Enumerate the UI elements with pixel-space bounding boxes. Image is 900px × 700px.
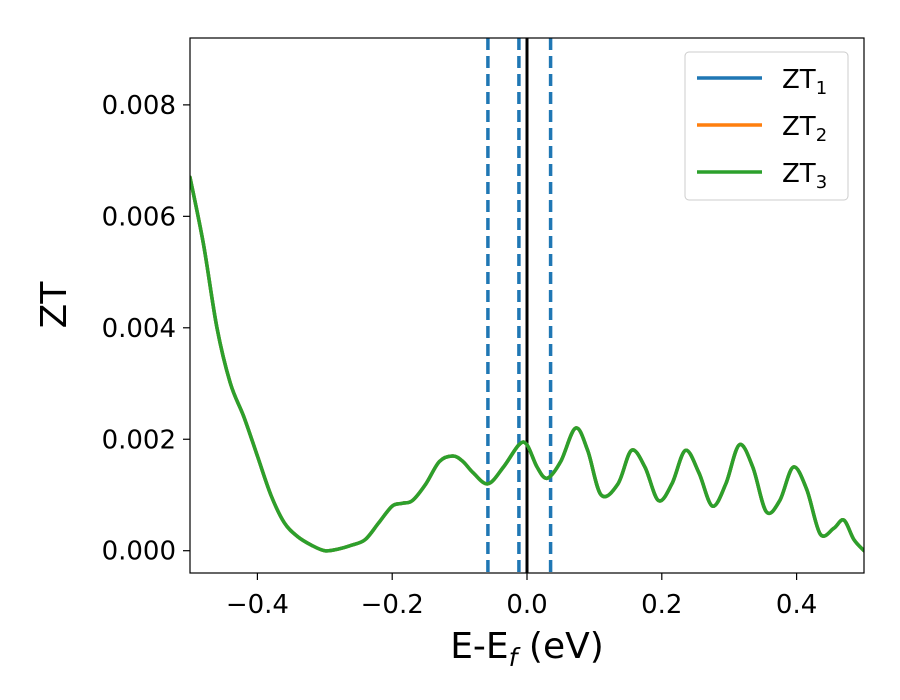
legend-label-zt1: ZT1 bbox=[782, 65, 827, 99]
x-tick-label: 0.0 bbox=[506, 590, 547, 620]
y-tick-label: 0.008 bbox=[102, 91, 176, 121]
x-tick-label: −0.4 bbox=[226, 590, 289, 620]
x-axis-label: E-Ef (eV) bbox=[450, 626, 604, 672]
legend-box bbox=[684, 51, 849, 201]
legend-label-zt2: ZT2 bbox=[782, 112, 827, 146]
legend: ZT1 ZT2 ZT3 bbox=[684, 51, 849, 201]
y-tick-label: 0.006 bbox=[102, 202, 176, 232]
x-tick-label: −0.2 bbox=[361, 590, 424, 620]
x-tick-label: 0.2 bbox=[641, 590, 682, 620]
series-line-zt3 bbox=[190, 175, 864, 553]
y-tick-label: 0.000 bbox=[102, 537, 176, 567]
y-tick-label: 0.002 bbox=[102, 425, 176, 455]
y-tick-label: 0.004 bbox=[102, 314, 176, 344]
x-tick-label: 0.4 bbox=[776, 590, 817, 620]
y-axis-label: ZT bbox=[34, 281, 75, 329]
legend-label-zt3: ZT3 bbox=[782, 159, 827, 193]
